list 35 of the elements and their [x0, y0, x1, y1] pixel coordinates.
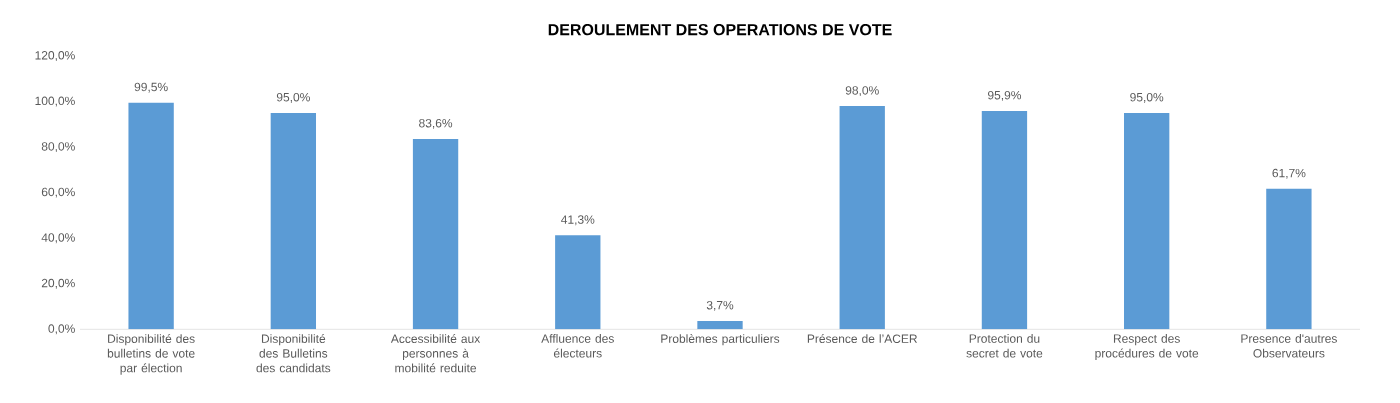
y-tick-label: 120,0%	[35, 51, 75, 62]
data-label: 99,5%	[134, 82, 168, 93]
data-label: 95,9%	[988, 91, 1022, 102]
data-label: 95,0%	[276, 93, 310, 104]
bar	[1266, 188, 1312, 330]
x-tick-label: Affluence des électeurs	[541, 334, 614, 358]
data-label: 98,0%	[845, 86, 879, 97]
y-tick-label: 60,0%	[41, 187, 75, 198]
data-label: 95,0%	[1130, 93, 1164, 104]
bar	[981, 111, 1028, 330]
y-tick-label: 0,0%	[48, 324, 75, 335]
bar	[412, 139, 459, 330]
x-tick-label: Présence de l’ACER	[807, 334, 917, 344]
data-label: 83,6%	[419, 119, 453, 130]
chart-title: DEROULEMENT DES OPERATIONS DE VOTE	[548, 24, 892, 36]
bar	[128, 102, 174, 330]
bar	[839, 106, 885, 330]
x-tick-label: Presence d'autres Observateurs	[1241, 334, 1337, 358]
y-tick-label: 20,0%	[41, 278, 75, 289]
bar	[697, 321, 743, 330]
y-tick-label: 100,0%	[35, 96, 75, 107]
data-label: 41,3%	[561, 215, 595, 226]
x-tick-label: Disponibilité des bulletins de vote par élection	[107, 334, 195, 375]
x-tick-label: Protection du secret de vote	[966, 334, 1043, 358]
bar	[555, 235, 601, 330]
data-label: 3,7%	[706, 301, 734, 312]
x-tick-label: Problèmes particuliers	[661, 334, 780, 346]
y-tick-label: 40,0%	[41, 233, 75, 244]
x-tick-label: Respect des procédures de vote	[1095, 334, 1199, 361]
bar	[1124, 113, 1170, 330]
x-tick-label: Disponibilité des Bulletins des candidats	[256, 334, 331, 373]
y-tick-label: 80,0%	[41, 142, 75, 153]
x-tick-label: Accessibilité aux personnes à mobilité reduite	[390, 334, 481, 373]
bar	[270, 113, 317, 330]
data-label: 61,7%	[1272, 168, 1306, 179]
